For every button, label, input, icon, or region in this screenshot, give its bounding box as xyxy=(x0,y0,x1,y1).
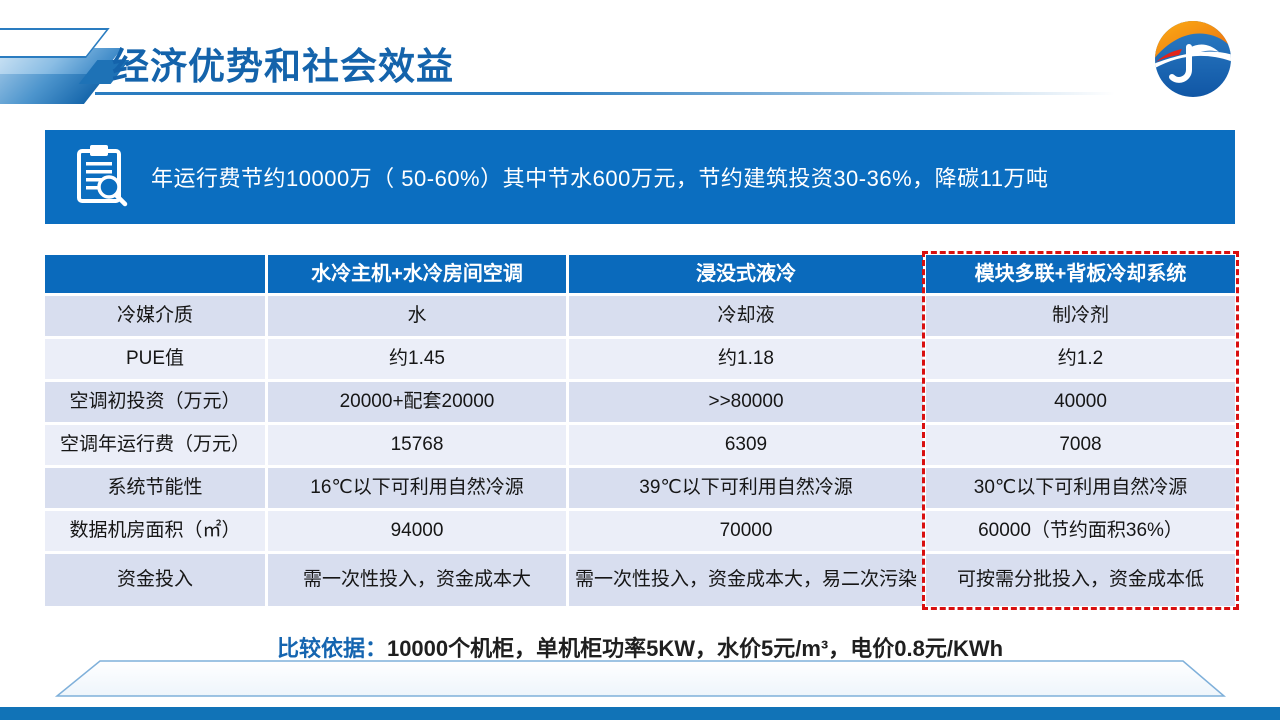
table-cell: 60000（节约面积36%） xyxy=(926,511,1235,551)
table-cell: 水 xyxy=(268,296,566,336)
row-label-energy-saving: 系统节能性 xyxy=(45,468,265,508)
table-cell: 15768 xyxy=(268,425,566,465)
page-title: 经济优势和社会效益 xyxy=(112,46,454,87)
table-cell: 70000 xyxy=(569,511,923,551)
row-label-initial-investment: 空调初投资（万元） xyxy=(45,382,265,422)
table-header-immersion: 浸没式液冷 xyxy=(569,255,923,293)
table-cell: 40000 xyxy=(926,382,1235,422)
comparison-basis-text: 10000个机柜，单机柜功率5KW，水价5元/m³，电价0.8元/KWh xyxy=(386,636,1004,661)
banner-text: 年运行费节约10000万（ 50-60%）其中节水600万元，节约建筑投资30-… xyxy=(151,166,1049,191)
row-label-room-area: 数据机房面积（㎡） xyxy=(45,511,265,551)
comparison-basis-prefix: 比较依据： xyxy=(276,636,387,661)
clipboard-search-icon xyxy=(71,143,129,212)
table-cell: 需一次性投入，资金成本大 xyxy=(268,554,566,606)
table-header-water-cooled: 水冷主机+水冷房间空调 xyxy=(268,255,566,293)
table-cell: 冷却液 xyxy=(569,296,923,336)
table-cell: 约1.2 xyxy=(926,339,1235,379)
table-corner-cell xyxy=(45,255,265,293)
title-underline xyxy=(95,92,1115,95)
company-logo-icon xyxy=(1152,18,1234,105)
table-cell: 39℃以下可利用自然冷源 xyxy=(569,468,923,508)
row-label-coolant-medium: 冷媒介质 xyxy=(45,296,265,336)
table-cell: 需一次性投入，资金成本大，易二次污染 xyxy=(569,554,923,606)
bottom-bar-deco xyxy=(0,707,1280,720)
table-cell: 可按需分批投入，资金成本低 xyxy=(926,554,1235,606)
table-cell: 约1.45 xyxy=(268,339,566,379)
table-cell: 30℃以下可利用自然冷源 xyxy=(926,468,1235,508)
table-cell: 7008 xyxy=(926,425,1235,465)
table-cell: >>80000 xyxy=(569,382,923,422)
table-cell: 约1.18 xyxy=(569,339,923,379)
row-label-pue: PUE值 xyxy=(45,339,265,379)
table-cell: 制冷剂 xyxy=(926,296,1235,336)
table-cell: 6309 xyxy=(569,425,923,465)
row-label-annual-cost: 空调年运行费（万元） xyxy=(45,425,265,465)
table-cell: 94000 xyxy=(268,511,566,551)
row-label-capital-input: 资金投入 xyxy=(45,554,265,606)
comparison-table: 水冷主机+水冷房间空调 浸没式液冷 模块多联+背板冷却系统 冷媒介质 水 冷却液… xyxy=(45,255,1235,606)
table-cell: 16℃以下可利用自然冷源 xyxy=(268,468,566,508)
comparison-basis-note: 比较依据：10000个机柜，单机柜功率5KW，水价5元/m³，电价0.8元/KW… xyxy=(0,631,1280,663)
table-header-modular: 模块多联+背板冷却系统 xyxy=(926,255,1235,293)
bottom-trapezoid-deco xyxy=(0,655,1280,703)
summary-banner: 年运行费节约10000万（ 50-60%）其中节水600万元，节约建筑投资30-… xyxy=(45,130,1235,224)
table-cell: 20000+配套20000 xyxy=(268,382,566,422)
